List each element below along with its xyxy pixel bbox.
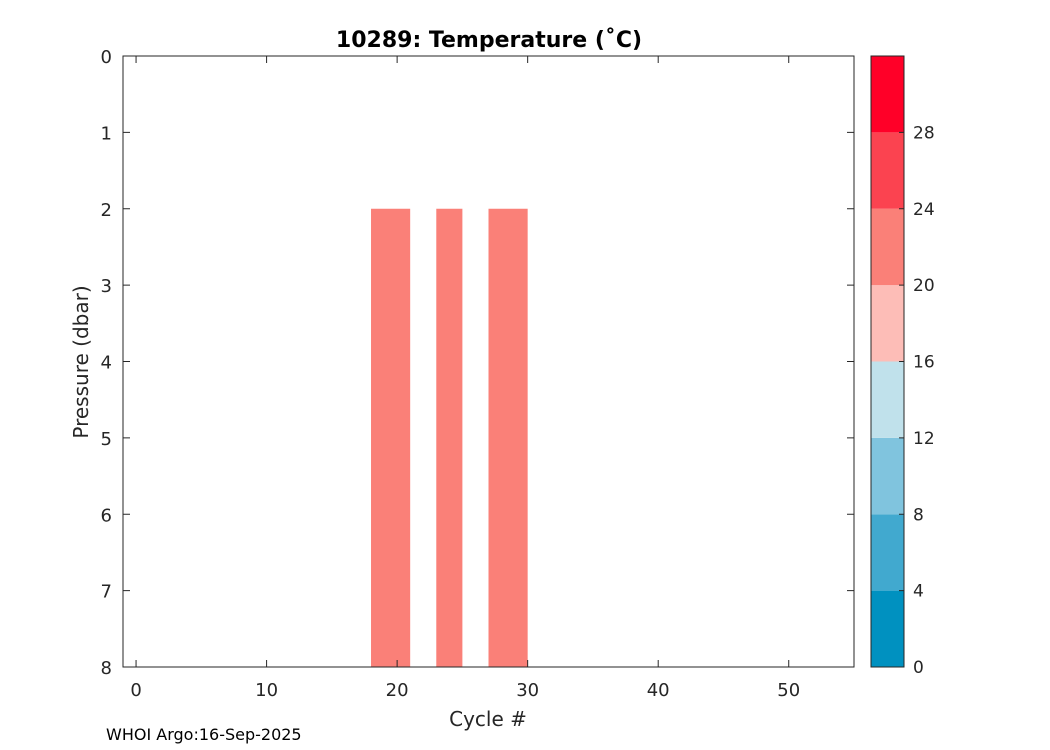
y-axis-label: Pressure (dbar) [69, 285, 93, 438]
heatmap-cell [436, 208, 463, 667]
colorbar-tick-label: 28 [913, 123, 935, 143]
x-tick-label: 40 [647, 680, 670, 701]
colorbar-bin [871, 285, 904, 362]
y-tick-label: 6 [101, 505, 112, 526]
y-tick-label: 5 [101, 429, 112, 450]
colorbar: 0 4 8 12 16 20 24 28 [870, 55, 935, 678]
heatmap-cells [371, 208, 528, 667]
x-axis: 0 10 20 30 40 50 [130, 56, 800, 701]
colorbar-tick-label: 4 [913, 582, 924, 602]
y-tick-label: 1 [101, 123, 112, 144]
heatmap-cell [488, 208, 528, 667]
colorbar-tick-label: 0 [913, 658, 924, 678]
y-tick-label: 4 [101, 353, 112, 374]
x-tick-label: 10 [255, 680, 278, 701]
colorbar-bin [871, 132, 904, 209]
heatmap-cell [371, 208, 411, 667]
colorbar-bin [871, 590, 904, 667]
colorbar-tick-label: 12 [913, 429, 935, 449]
colorbar-bin [871, 361, 904, 438]
y-axis: 0 1 2 3 4 5 6 7 8 [101, 47, 854, 679]
x-axis-label: Cycle # [449, 707, 527, 731]
colorbar-bin [871, 56, 904, 133]
x-tick-label: 20 [386, 680, 409, 701]
y-tick-label: 3 [101, 276, 112, 297]
colorbar-tick-label: 24 [913, 200, 935, 220]
colorbar-bin [871, 514, 904, 591]
colorbar-bin [871, 208, 904, 286]
x-tick-label: 50 [777, 680, 800, 701]
colorbar-tick-label: 16 [913, 353, 935, 373]
colorbar-tick-label: 8 [913, 505, 924, 525]
chart-title: 10289: Temperature (˚C) [336, 28, 642, 53]
x-tick-label: 0 [130, 680, 141, 701]
colorbar-tick-label: 20 [913, 276, 935, 296]
y-tick-label: 7 [101, 582, 112, 603]
colorbar-bin [871, 437, 904, 515]
x-tick-label: 30 [516, 680, 539, 701]
y-tick-label: 0 [101, 47, 112, 68]
footer-credit: WHOI Argo:16-Sep-2025 [106, 725, 302, 744]
y-tick-label: 2 [101, 200, 112, 221]
y-tick-label: 8 [101, 658, 112, 679]
